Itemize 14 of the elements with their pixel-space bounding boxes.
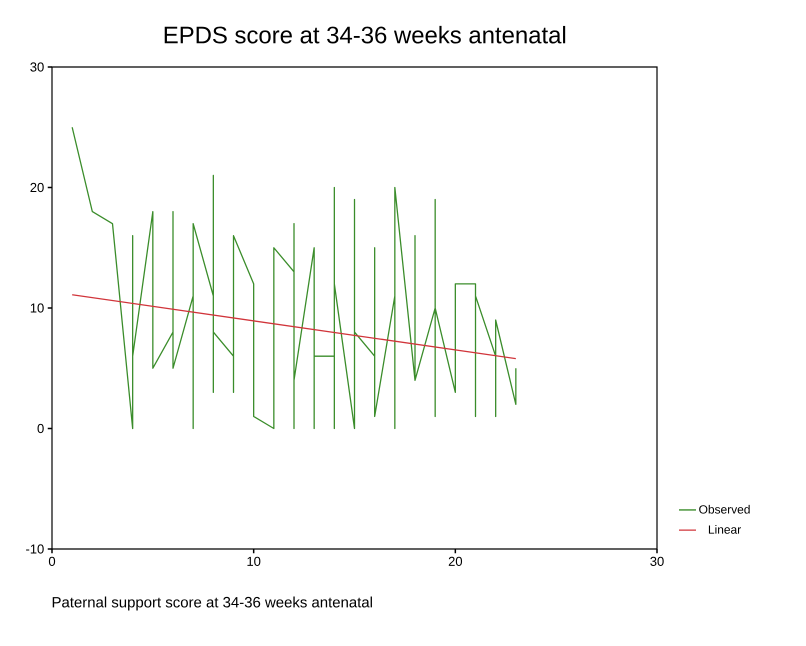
x-tick-label: 30 xyxy=(650,556,664,566)
y-tick-label: 10 xyxy=(30,303,44,313)
y-tick-label: 30 xyxy=(30,62,44,72)
y-tick-label: 0 xyxy=(38,424,44,434)
x-tick-label: 20 xyxy=(448,556,462,566)
x-tick-label: 0 xyxy=(48,556,56,566)
x-axis-title: Paternal support score at 34-36 weeks antenatal xyxy=(52,596,372,610)
legend-label: Linear xyxy=(708,525,741,534)
chart-title: EPDS score at 34-36 weeks antenatal xyxy=(164,26,566,44)
y-tick-label: -10 xyxy=(26,544,44,554)
line-series xyxy=(72,126,516,430)
x-tick-label: 10 xyxy=(247,556,260,566)
legend-label: Observed xyxy=(699,504,750,514)
y-tick-label: 20 xyxy=(30,182,44,192)
